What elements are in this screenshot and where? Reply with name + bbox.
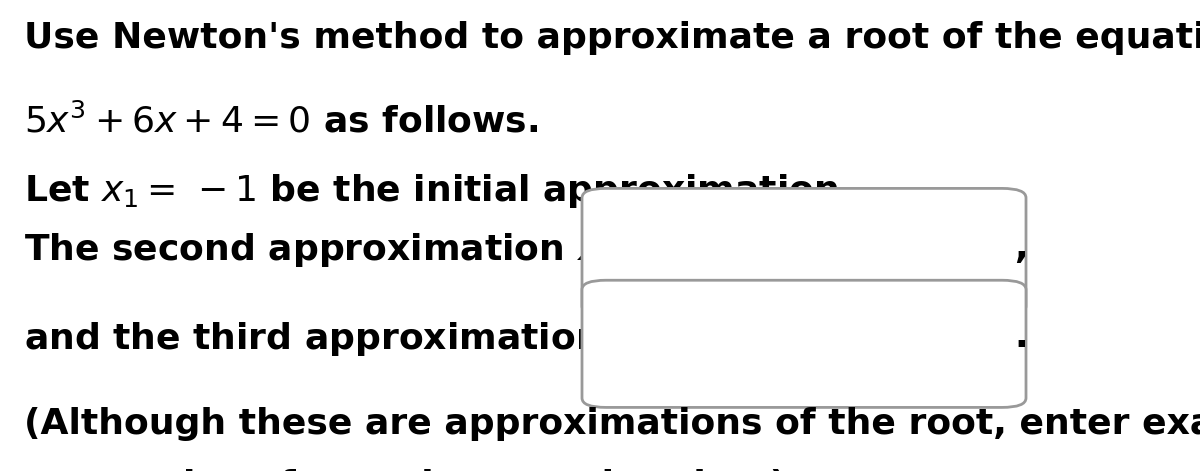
Text: $5x^3 + 6x + 4 = 0$ as follows.: $5x^3 + 6x + 4 = 0$ as follows. <box>24 104 539 140</box>
Text: Let $x_1 =\, -1$ be the initial approximation.: Let $x_1 =\, -1$ be the initial approxim… <box>24 172 851 210</box>
FancyBboxPatch shape <box>582 188 1026 316</box>
FancyBboxPatch shape <box>582 280 1026 407</box>
Text: Use Newton's method to approximate a root of the equation: Use Newton's method to approximate a roo… <box>24 21 1200 55</box>
Text: (Although these are approximations of the root, enter exact: (Although these are approximations of th… <box>24 407 1200 441</box>
Text: ,: , <box>1014 231 1027 265</box>
Text: .: . <box>1014 320 1027 354</box>
Text: expressions for each approximation.): expressions for each approximation.) <box>24 469 786 471</box>
Text: The second approximation $x_2$ is: The second approximation $x_2$ is <box>24 231 662 269</box>
Text: and the third approximation $x_3$ is: and the third approximation $x_3$ is <box>24 320 698 358</box>
